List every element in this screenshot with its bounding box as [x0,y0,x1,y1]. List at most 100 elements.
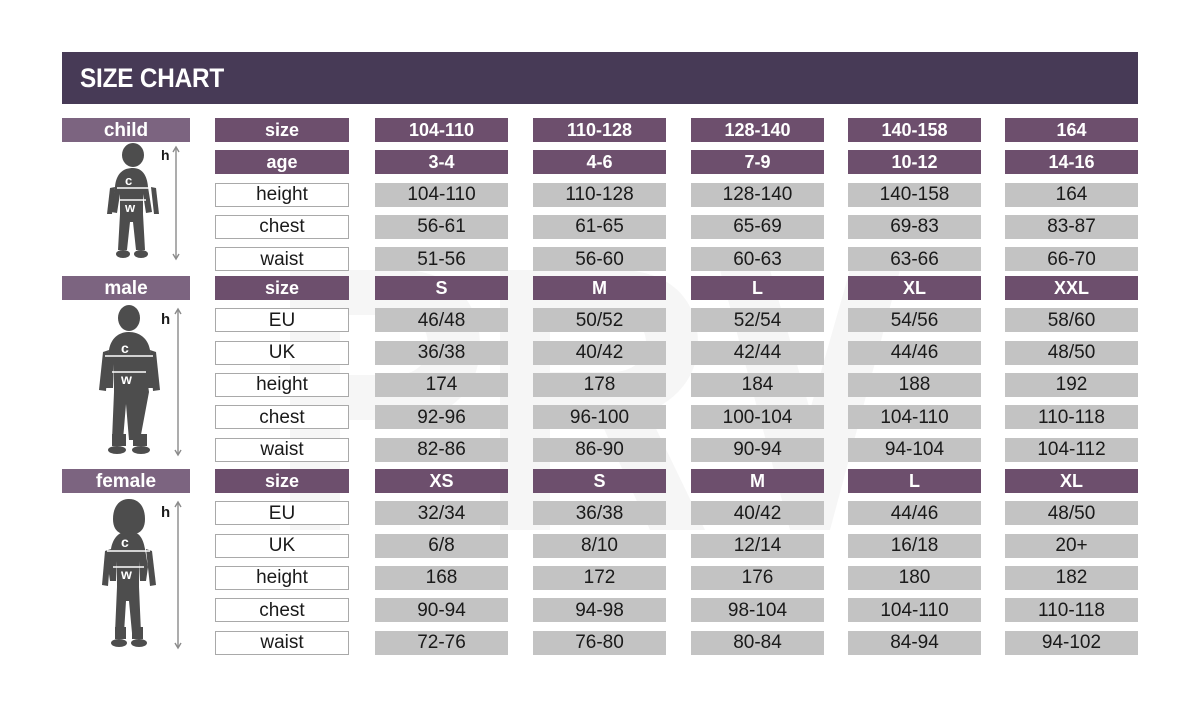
column-header: L [691,276,824,300]
column-header: XL [1005,469,1138,493]
table-cell: 128-140 [691,182,824,207]
table-cell: 56-60 [533,247,666,272]
female-body-figure: c w h [88,497,198,657]
table-cell: 58/60 [1005,308,1138,333]
table-cell: 104-110 [375,182,508,207]
table-cell: 110-118 [1005,598,1138,623]
column-header: 4-6 [533,150,666,175]
table-cell: 182 [1005,565,1138,590]
column-header: 7-9 [691,150,824,175]
table-cell: 8/10 [533,533,666,558]
svg-text:c: c [121,534,129,550]
table-cell: 20+ [1005,533,1138,558]
table-cell: 84-94 [848,630,981,655]
table-cell: 180 [848,565,981,590]
svg-text:h: h [161,147,170,163]
table-cell: 174 [375,372,508,397]
column-header: 140-158 [848,118,981,142]
row-header-age: age [215,150,349,175]
table-cell: 94-102 [1005,630,1138,655]
table-cell: 104-110 [848,598,981,623]
row-header-size: size [215,469,349,493]
table-cell: 192 [1005,372,1138,397]
category-label-male: male [62,276,190,300]
table-cell: 42/44 [691,340,824,365]
table-cell: 46/48 [375,308,508,333]
table-cell: 86-90 [533,437,666,462]
table-cell: 61-65 [533,214,666,239]
table-cell: 140-158 [848,182,981,207]
table-cell: 65-69 [691,214,824,239]
table-cell: 176 [691,565,824,590]
table-cell: 51-56 [375,247,508,272]
table-cell: 56-61 [375,214,508,239]
column-header: 164 [1005,118,1138,142]
svg-text:w: w [120,566,132,582]
column-header: M [533,276,666,300]
row-label-UK: UK [215,533,349,558]
table-cell: 52/54 [691,308,824,333]
column-header: L [848,469,981,493]
row-label-height: height [215,565,349,590]
column-header: 128-140 [691,118,824,142]
table-cell: 104-112 [1005,437,1138,462]
table-cell: 82-86 [375,437,508,462]
table-cell: 36/38 [533,501,666,526]
table-cell: 172 [533,565,666,590]
column-header: 110-128 [533,118,666,142]
table-cell: 164 [1005,182,1138,207]
table-cell: 100-104 [691,405,824,430]
row-header-size: size [215,276,349,300]
table-cell: 72-76 [375,630,508,655]
table-cell: 94-98 [533,598,666,623]
column-header: S [375,276,508,300]
title-bar: SIZE CHART [62,52,1138,104]
row-label-height: height [215,182,349,207]
column-header: S [533,469,666,493]
table-cell: 92-96 [375,405,508,430]
column-header: 14-16 [1005,150,1138,175]
table-cell: 48/50 [1005,501,1138,526]
table-cell: 40/42 [691,501,824,526]
column-header: 104-110 [375,118,508,142]
table-cell: 188 [848,372,981,397]
row-header-size: size [215,118,349,142]
row-label-UK: UK [215,340,349,365]
table-cell: 44/46 [848,340,981,365]
table-cell: 50/52 [533,308,666,333]
table-cell: 36/38 [375,340,508,365]
table-cell: 96-100 [533,405,666,430]
table-cell: 16/18 [848,533,981,558]
svg-text:h: h [161,504,170,521]
table-cell: 104-110 [848,405,981,430]
table-cell: 94-104 [848,437,981,462]
table-cell: 98-104 [691,598,824,623]
table-cell: 44/46 [848,501,981,526]
svg-text:w: w [120,371,132,387]
category-label-child: child [62,118,190,142]
table-cell: 32/34 [375,501,508,526]
svg-text:c: c [121,340,129,356]
column-header: 10-12 [848,150,981,175]
column-header: M [691,469,824,493]
row-label-chest: chest [215,598,349,623]
row-label-EU: EU [215,501,349,526]
table-cell: 83-87 [1005,214,1138,239]
svg-text:c: c [125,173,132,188]
table-cell: 63-66 [848,247,981,272]
table-cell: 80-84 [691,630,824,655]
table-cell: 69-83 [848,214,981,239]
column-header: XXL [1005,276,1138,300]
category-label-female: female [62,469,190,493]
table-cell: 90-94 [375,598,508,623]
table-cell: 54/56 [848,308,981,333]
row-label-EU: EU [215,308,349,333]
table-cell: 60-63 [691,247,824,272]
child-body-figure: c w h [96,142,196,267]
row-label-chest: chest [215,214,349,239]
table-cell: 110-128 [533,182,666,207]
table-cell: 12/14 [691,533,824,558]
table-cell: 184 [691,372,824,397]
table-cell: 40/42 [533,340,666,365]
